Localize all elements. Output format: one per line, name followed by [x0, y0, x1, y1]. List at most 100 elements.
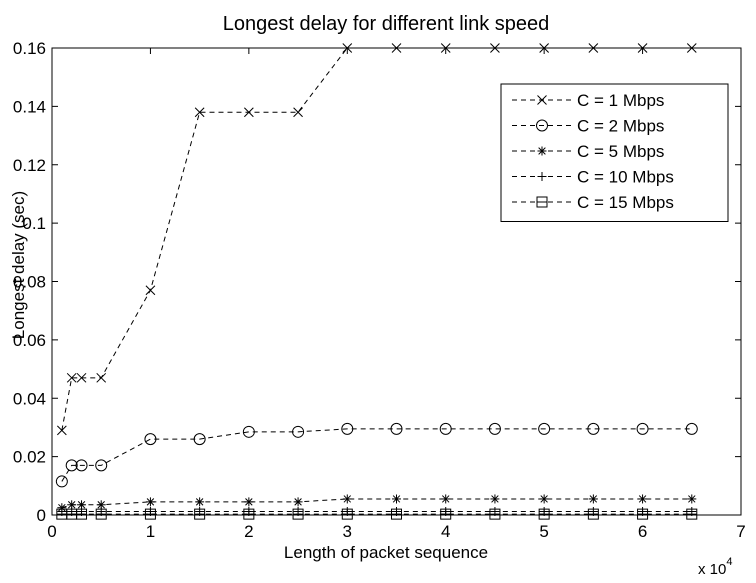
- data-point: [588, 494, 598, 504]
- legend-marker: [537, 172, 547, 181]
- marker-circle: [390, 422, 403, 435]
- x-multiplier-label: x 104: [698, 556, 732, 578]
- data-point: [392, 494, 401, 504]
- legend-label: C = 10 Mbps: [577, 168, 674, 187]
- marker-stroke: [539, 43, 549, 53]
- data-point: [637, 508, 649, 520]
- marker-stroke: [637, 43, 648, 53]
- data-point: [341, 422, 354, 435]
- data-point: [145, 497, 155, 507]
- legend-label: C = 1 Mbps: [577, 91, 664, 110]
- marker-stroke: [245, 498, 253, 506]
- legend: C = 1 Mbps C = 2 Mbps C = 5 Mbps C = 10 Mbp…: [500, 83, 729, 222]
- series-5: [56, 508, 698, 520]
- data-point: [638, 494, 648, 504]
- y-axis-label: Longest delay (sec): [9, 191, 28, 339]
- x-tick-label: 2: [244, 522, 253, 541]
- data-point: [292, 425, 305, 438]
- x-tick-label: 6: [638, 522, 647, 541]
- legend-label: C = 2 Mbps: [577, 117, 664, 136]
- chart-title: Longest delay for different link speed: [223, 13, 550, 35]
- legend-marker: [537, 95, 547, 105]
- data-point: [538, 422, 551, 435]
- legend-label: C = 5 Mbps: [577, 142, 664, 161]
- data-point: [539, 494, 549, 504]
- marker-stroke: [440, 43, 451, 53]
- y-tick-label: 0.1: [22, 214, 46, 233]
- marker-stroke: [638, 495, 647, 503]
- data-point: [95, 508, 107, 520]
- data-point: [244, 497, 254, 507]
- marker-stroke: [391, 43, 402, 53]
- x-tick-label: 1: [146, 522, 155, 541]
- marker-circle: [488, 422, 501, 435]
- data-point: [194, 107, 205, 118]
- marker-circle: [242, 425, 255, 438]
- data-point: [685, 422, 698, 435]
- marker-stroke: [343, 495, 352, 503]
- marker-stroke: [195, 498, 204, 506]
- marker-stroke: [686, 43, 697, 53]
- data-point: [144, 433, 157, 446]
- data-point: [55, 475, 68, 488]
- data-point: [587, 508, 599, 520]
- data-point: [490, 494, 500, 504]
- data-point: [342, 43, 353, 53]
- marker-stroke: [145, 285, 156, 296]
- data-point: [489, 508, 501, 520]
- x-tick-label: 0: [47, 522, 56, 541]
- y-tick-label: 0.02: [13, 448, 46, 467]
- x-multiplier-base: x 10: [698, 561, 726, 578]
- marker-stroke: [588, 43, 599, 53]
- y-tick-label: 0.16: [13, 39, 46, 58]
- marker-circle: [536, 119, 548, 132]
- marker-stroke: [392, 495, 401, 503]
- marker-stroke: [441, 495, 450, 503]
- data-point: [194, 508, 206, 520]
- marker-circle: [587, 422, 600, 435]
- marker-stroke: [76, 372, 87, 383]
- data-point: [588, 43, 599, 53]
- data-point: [193, 433, 206, 446]
- series-3: [57, 494, 697, 513]
- data-point: [95, 459, 108, 472]
- data-point: [243, 508, 255, 520]
- marker-stroke: [537, 95, 547, 105]
- data-point: [687, 494, 697, 504]
- x-axis-label: Length of packet sequence: [284, 543, 488, 562]
- legend-marker: [536, 119, 548, 132]
- data-point: [76, 508, 88, 520]
- y-tick-label: 0.06: [13, 331, 46, 350]
- marker-stroke: [342, 43, 353, 53]
- data-point: [66, 372, 77, 383]
- data-point: [293, 497, 303, 507]
- series-1: [56, 43, 697, 436]
- series-line: [61, 428, 692, 482]
- y-tick-label: 0.14: [13, 97, 46, 116]
- data-point: [67, 500, 77, 510]
- data-point: [341, 508, 353, 520]
- y-tick-label: 0.08: [13, 273, 46, 292]
- data-point: [636, 422, 649, 435]
- data-point: [292, 508, 304, 520]
- data-point: [390, 422, 403, 435]
- data-point: [440, 508, 452, 520]
- data-point: [56, 425, 67, 436]
- data-point: [242, 425, 255, 438]
- legend-item: C = 1 Mbps: [512, 91, 664, 110]
- data-point: [587, 422, 600, 435]
- data-point: [686, 508, 698, 520]
- marker-circle: [144, 433, 157, 446]
- data-point: [538, 508, 550, 520]
- data-point: [75, 459, 88, 472]
- y-tick-label: 0: [37, 506, 46, 525]
- legend-item: C = 5 Mbps: [512, 142, 664, 161]
- data-point: [490, 43, 500, 53]
- marker-stroke: [194, 107, 205, 118]
- data-point: [539, 43, 549, 53]
- marker-stroke: [146, 498, 155, 506]
- series-line: [61, 498, 692, 509]
- data-point: [441, 494, 451, 504]
